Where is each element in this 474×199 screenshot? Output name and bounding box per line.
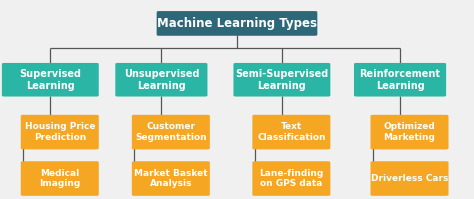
FancyBboxPatch shape bbox=[2, 63, 99, 97]
Text: Housing Price
Prediction: Housing Price Prediction bbox=[25, 122, 95, 142]
Text: Customer
Segmentation: Customer Segmentation bbox=[135, 122, 207, 142]
FancyBboxPatch shape bbox=[115, 63, 208, 97]
Text: Machine Learning Types: Machine Learning Types bbox=[157, 17, 317, 30]
FancyBboxPatch shape bbox=[234, 63, 330, 97]
FancyBboxPatch shape bbox=[132, 161, 210, 196]
Text: Reinforcement
Learning: Reinforcement Learning bbox=[360, 69, 440, 91]
FancyBboxPatch shape bbox=[354, 63, 446, 97]
Text: Text
Classification: Text Classification bbox=[257, 122, 326, 142]
Text: Semi-Supervised
Learning: Semi-Supervised Learning bbox=[235, 69, 328, 91]
Text: Lane-finding
on GPS data: Lane-finding on GPS data bbox=[259, 169, 323, 188]
Text: Market Basket
Analysis: Market Basket Analysis bbox=[134, 169, 208, 188]
Text: Unsupervised
Learning: Unsupervised Learning bbox=[124, 69, 199, 91]
FancyBboxPatch shape bbox=[252, 161, 330, 196]
Text: Supervised
Learning: Supervised Learning bbox=[19, 69, 82, 91]
FancyBboxPatch shape bbox=[132, 115, 210, 149]
FancyBboxPatch shape bbox=[21, 161, 99, 196]
FancyBboxPatch shape bbox=[252, 115, 330, 149]
Text: Medical
Imaging: Medical Imaging bbox=[39, 169, 81, 188]
FancyBboxPatch shape bbox=[371, 115, 448, 149]
Text: Optimized
Marketing: Optimized Marketing bbox=[383, 122, 436, 142]
FancyBboxPatch shape bbox=[156, 11, 318, 36]
Text: Driverless Cars: Driverless Cars bbox=[371, 174, 448, 183]
FancyBboxPatch shape bbox=[371, 161, 448, 196]
FancyBboxPatch shape bbox=[21, 115, 99, 149]
